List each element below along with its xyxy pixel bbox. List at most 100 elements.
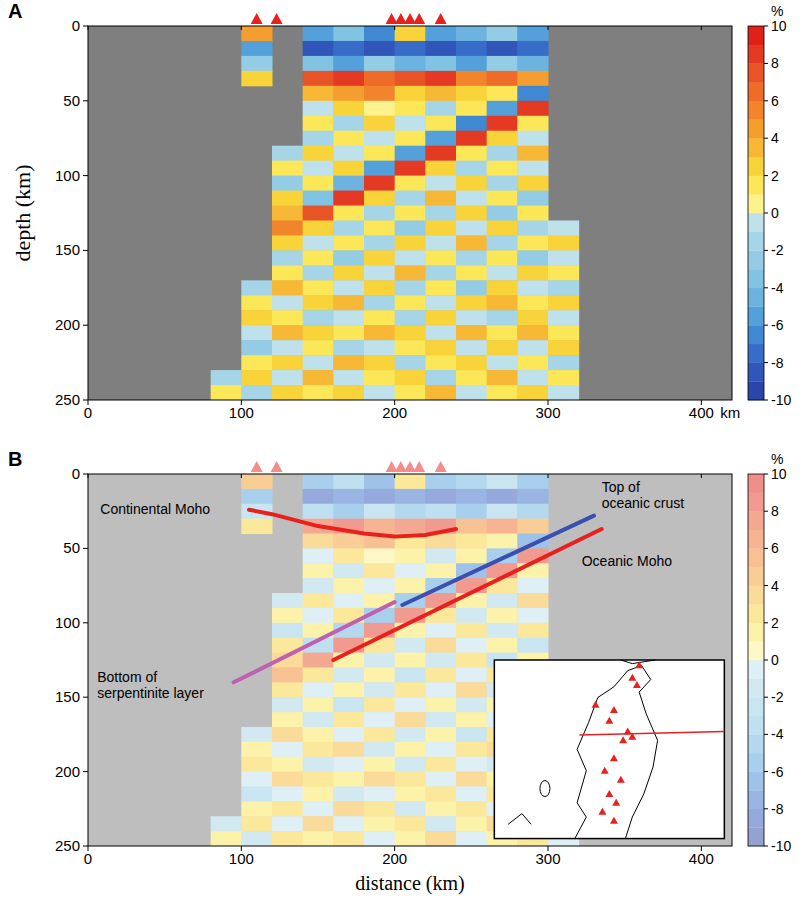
cell: [303, 220, 334, 235]
cell: [425, 116, 456, 131]
cell: [272, 310, 303, 325]
cell: [333, 534, 364, 549]
panel-letter: A: [8, 0, 22, 22]
colorbar-tick-label: 4: [771, 130, 779, 146]
cell: [487, 235, 518, 250]
colorbar-tick-label: -8: [771, 355, 784, 371]
cell: [333, 116, 364, 131]
cell: [395, 667, 426, 682]
cell: [425, 653, 456, 668]
cell: [456, 801, 487, 816]
cell: [333, 295, 364, 310]
x-tick-top: [88, 474, 89, 478]
cell: [303, 816, 334, 831]
cell: [456, 697, 487, 712]
cell: [333, 191, 364, 206]
cell: [333, 340, 364, 355]
cell: [517, 146, 548, 161]
cell: [241, 816, 272, 831]
colorbar-band: [748, 530, 764, 549]
x-tick-top: [88, 26, 89, 30]
cell: [548, 295, 579, 310]
cell: [395, 772, 426, 787]
cell: [272, 206, 303, 221]
cell: [333, 41, 364, 56]
cell: [303, 757, 334, 772]
cell: [395, 86, 426, 101]
colorbar-tick: [764, 26, 768, 27]
colorbar-tick: [764, 325, 768, 326]
cell: [364, 578, 395, 593]
cell: [303, 385, 334, 400]
colorbar-band: [748, 120, 764, 139]
cell: [425, 623, 456, 638]
cell: [272, 772, 303, 787]
colorbar-band: [748, 641, 764, 660]
cell: [517, 220, 548, 235]
map-frame: [494, 660, 724, 839]
colorbar-tick: [764, 63, 768, 64]
cell: [456, 831, 487, 846]
x-tick-label: 400: [689, 404, 714, 421]
cell: [456, 608, 487, 623]
colorbar-band: [748, 753, 764, 772]
cell: [395, 26, 426, 41]
cell: [272, 355, 303, 370]
colorbar-tick-label: 6: [771, 540, 779, 556]
cell: [333, 220, 364, 235]
cell: [425, 385, 456, 400]
volcano: [633, 681, 641, 688]
cell: [487, 623, 518, 638]
colorbar-band: [748, 269, 764, 288]
no-data-background: [88, 474, 732, 846]
cell: [272, 295, 303, 310]
x-tick-label: 100: [229, 850, 254, 867]
cell: [425, 71, 456, 86]
cell: [241, 355, 272, 370]
annotation-label: Continental Moho: [100, 501, 210, 517]
x-tick-label: 200: [382, 850, 407, 867]
cell: [364, 727, 395, 742]
cell: [303, 682, 334, 697]
cell: [456, 772, 487, 787]
cell: [425, 325, 456, 340]
cell: [487, 385, 518, 400]
y-tick-label: 250: [55, 837, 80, 854]
cell: [333, 578, 364, 593]
colorbar-band: [748, 716, 764, 735]
cell: [333, 355, 364, 370]
cell: [272, 682, 303, 697]
cell: [425, 816, 456, 831]
cell: [456, 325, 487, 340]
cell: [364, 504, 395, 519]
colorbar-band: [748, 213, 764, 232]
y-tick: [83, 26, 88, 27]
cell: [364, 786, 395, 801]
cell: [456, 116, 487, 131]
cell: [241, 727, 272, 742]
cell: [548, 280, 579, 295]
colorbar-tick: [764, 548, 768, 549]
y-tick-label: 100: [55, 167, 80, 184]
cell: [425, 742, 456, 757]
cell: [487, 593, 518, 608]
island: [540, 781, 550, 797]
cell: [303, 831, 334, 846]
cell: [517, 71, 548, 86]
cell: [395, 131, 426, 146]
cell: [425, 101, 456, 116]
cell: [241, 742, 272, 757]
cell: [456, 265, 487, 280]
y-tick-label: 250: [55, 391, 80, 408]
cell: [333, 370, 364, 385]
cell: [364, 712, 395, 727]
colorbar-tick-label: -4: [771, 726, 784, 742]
interface-line: [234, 602, 395, 682]
plot-frame: [88, 474, 732, 846]
cell: [303, 265, 334, 280]
x-tick-label: 300: [535, 850, 560, 867]
cell: [395, 727, 426, 742]
y-tick-label: 0: [72, 17, 80, 34]
cell: [487, 340, 518, 355]
cell: [456, 534, 487, 549]
